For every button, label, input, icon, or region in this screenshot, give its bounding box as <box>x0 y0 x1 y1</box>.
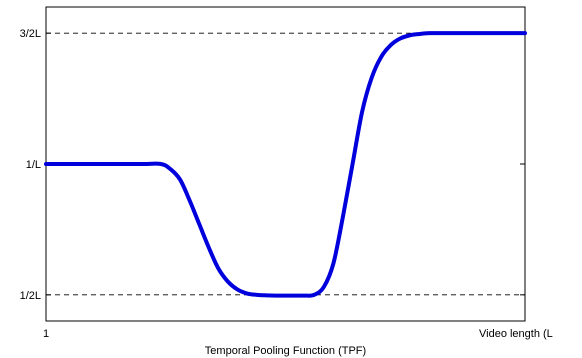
series-group <box>44 31 527 298</box>
y-tick-labels: 1/2L 1/L 3/2L <box>20 28 41 302</box>
x-tick-labels: 1 Video length (L <box>43 328 553 340</box>
x-tick-label-1: Video length (L <box>479 328 553 340</box>
x-axis-label: Temporal Pooling Function (TPF) <box>205 345 366 357</box>
series-line-0 <box>44 31 527 298</box>
y-tick-label-2: 3/2L <box>20 28 41 40</box>
y-tick-label-1: 1/L <box>26 159 41 171</box>
y-tick-label-0: 1/2L <box>20 290 41 302</box>
x-tick-label-0: 1 <box>43 328 49 340</box>
